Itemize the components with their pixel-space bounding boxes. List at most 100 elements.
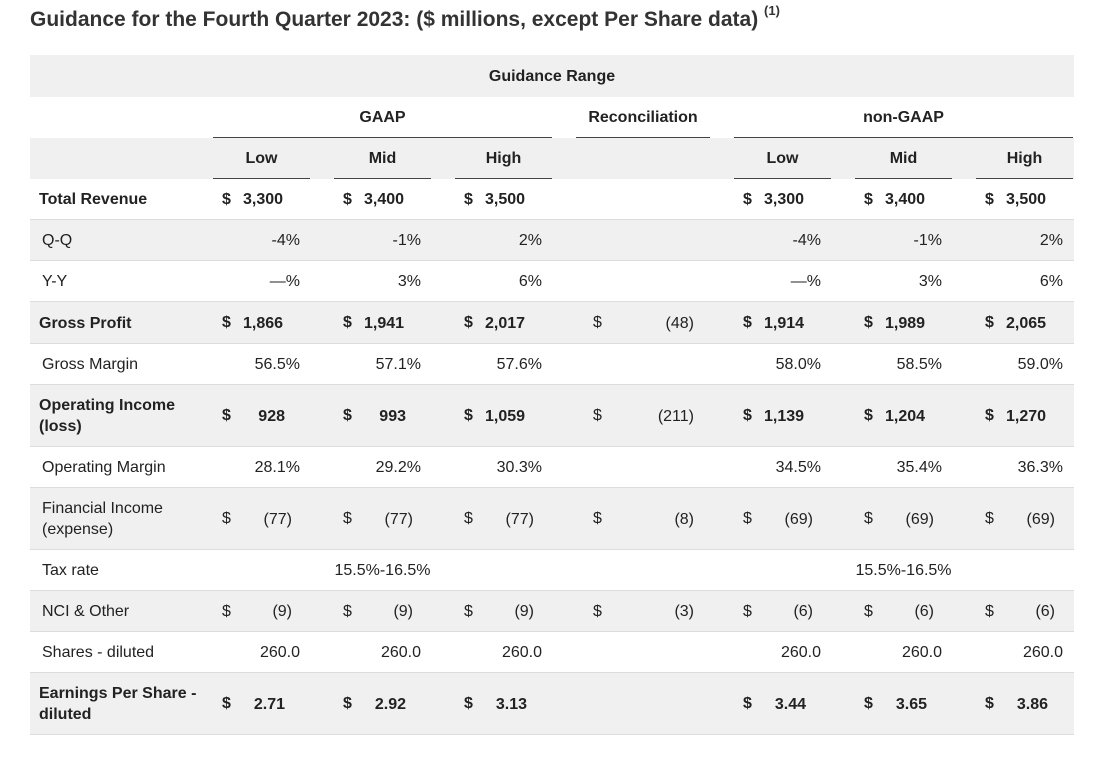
page-title: Guidance for the Fourth Quarter 2023: ($… (30, 4, 780, 32)
value-cell: 28.1% (254, 459, 300, 476)
row-divider (30, 446, 1074, 447)
value-cell: 34.5% (775, 459, 821, 476)
currency-symbol: $ (593, 407, 602, 424)
row-divider (30, 487, 1074, 488)
currency-symbol: $ (464, 602, 473, 620)
currency-symbol: $ (864, 510, 873, 527)
currency-symbol: $ (222, 314, 231, 331)
table-row (30, 220, 1074, 261)
reconciliation-value: (8) (674, 510, 694, 528)
value-cell: (9) (393, 603, 413, 620)
value-cell: 1,059 (485, 407, 526, 425)
non-gaap-underline (734, 137, 1073, 138)
value-cell: 57.1% (375, 356, 421, 373)
currency-symbol: $ (864, 314, 873, 331)
header-col-nongaap-mid: Mid (889, 150, 918, 167)
col-underline (976, 178, 1073, 179)
table-row (30, 385, 1074, 447)
currency-symbol: $ (464, 314, 473, 331)
reconciliation-underline (576, 137, 710, 138)
row-label: Tax rate (42, 562, 99, 579)
row-label: Shares - diluted (42, 644, 155, 661)
row-label: Operating Margin (42, 459, 166, 476)
row-label: Operating Income (loss) (39, 397, 176, 435)
currency-symbol: $ (743, 190, 752, 208)
currency-symbol: $ (343, 510, 352, 527)
value-cell: (6) (1035, 603, 1055, 620)
currency-symbol: $ (222, 407, 231, 424)
currency-symbol: $ (593, 602, 602, 620)
value-cell: 2% (1039, 232, 1063, 249)
value-cell: —% (269, 273, 300, 290)
currency-symbol: $ (222, 190, 231, 208)
currency-symbol: $ (743, 314, 752, 331)
value-cell: 260.0 (1022, 644, 1063, 661)
value-cell: (9) (272, 603, 292, 620)
value-cell: 3,400 (885, 191, 926, 208)
header-guidance-range: Guidance Range (488, 67, 616, 85)
reconciliation-value: (3) (674, 603, 694, 620)
col-underline (455, 178, 552, 179)
col-underline (334, 178, 431, 179)
value-cell: 3.44 (774, 695, 806, 713)
value-cell: (77) (384, 510, 413, 528)
value-cell: 1,866 (243, 314, 284, 332)
currency-symbol: $ (343, 695, 352, 712)
value-cell: 260.0 (901, 644, 942, 661)
currency-symbol: $ (464, 695, 473, 712)
currency-symbol: $ (743, 602, 752, 620)
row-divider (30, 734, 1074, 735)
title-text: Guidance for the Fourth Quarter 2023: ($… (30, 8, 759, 31)
col-underline (213, 178, 310, 179)
value-cell: 2% (518, 232, 542, 249)
currency-symbol: $ (343, 190, 352, 208)
currency-symbol: $ (464, 510, 473, 527)
currency-symbol: $ (743, 510, 752, 527)
currency-symbol: $ (864, 695, 873, 712)
currency-symbol: $ (985, 695, 994, 712)
currency-symbol: $ (743, 695, 752, 712)
header-band-cols (30, 138, 1074, 179)
currency-symbol: $ (985, 314, 994, 331)
value-cell: 260.0 (259, 644, 300, 661)
value-cell: 1,204 (885, 407, 926, 425)
value-cell: (69) (1026, 510, 1055, 528)
value-cell: 1,139 (764, 407, 805, 425)
row-divider (30, 590, 1074, 591)
gaap-underline (213, 137, 552, 138)
value-cell: 928 (258, 407, 285, 425)
value-cell: 36.3% (1017, 459, 1063, 476)
currency-symbol: $ (464, 190, 473, 208)
currency-symbol: $ (343, 314, 352, 331)
value-cell: 2,017 (485, 314, 526, 332)
row-label: Y-Y (42, 273, 68, 290)
value-cell: 3% (918, 273, 942, 290)
row-label: Total Revenue (39, 191, 148, 208)
currency-symbol: $ (222, 510, 231, 527)
header-non-gaap: non-GAAP (863, 109, 944, 126)
value-cell: 260.0 (380, 644, 421, 661)
value-cell: —% (790, 273, 821, 290)
row-divider (30, 260, 1074, 261)
header-reconciliation: Reconciliation (588, 109, 698, 126)
value-cell: 57.6% (496, 356, 542, 373)
currency-symbol: $ (343, 602, 352, 620)
value-cell: (69) (784, 510, 813, 528)
currency-symbol: $ (593, 314, 602, 331)
row-divider (30, 384, 1074, 385)
row-label: Earnings Per Share - diluted (39, 685, 197, 723)
value-cell: 6% (1039, 273, 1063, 290)
value-cell: 3,300 (764, 191, 805, 208)
value-cell: (77) (505, 510, 534, 528)
table-row (30, 591, 1074, 632)
value-cell: -1% (913, 232, 942, 249)
header-band-range (30, 55, 1074, 97)
table-row (30, 673, 1074, 735)
value-cell: 3,300 (243, 191, 284, 208)
currency-symbol: $ (985, 190, 994, 208)
value-cell: 58.0% (775, 356, 821, 373)
value-cell: -1% (392, 232, 421, 249)
value-cell: 29.2% (375, 459, 421, 476)
value-cell: 3.86 (1016, 695, 1048, 713)
value-cell: 260.0 (501, 644, 542, 661)
